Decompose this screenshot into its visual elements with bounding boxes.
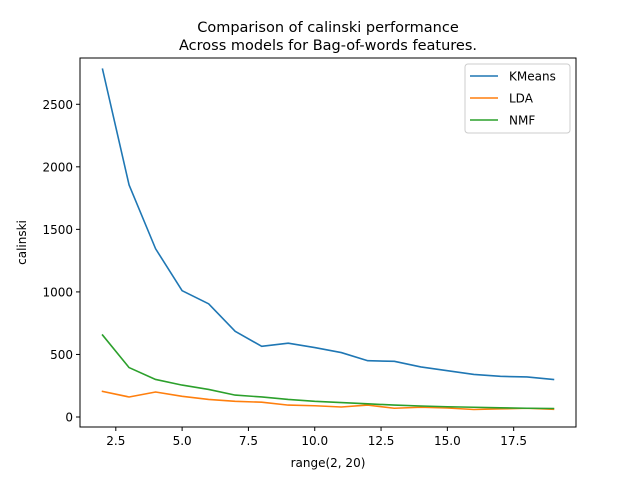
y-tick-label: 2500 [42, 98, 73, 112]
x-tick-label: 17.5 [500, 434, 527, 448]
x-axis-label: range(2, 20) [291, 456, 366, 470]
chart-subtitle: Across models for Bag-of-words features. [179, 38, 477, 54]
y-tick-label: 500 [50, 348, 73, 362]
legend-label-kmeans: KMeans [509, 70, 556, 84]
y-axis-ticks: 0 500 1000 1500 2000 2500 [42, 98, 80, 424]
y-tick-label: 1000 [42, 285, 73, 299]
series-line-lda [101, 390, 555, 411]
series-line-kmeans [101, 68, 555, 381]
x-tick-label: 12.5 [368, 434, 395, 448]
series-line-nmf [101, 333, 555, 410]
x-tick-label: 15.0 [434, 434, 461, 448]
legend-label-lda: LDA [509, 92, 534, 106]
plot-frame [79, 57, 577, 428]
x-tick-label: 5.0 [173, 434, 192, 448]
legend-box [464, 63, 571, 134]
x-axis-ticks: 2.5 5.0 7.5 10.0 12.5 15.0 17.5 [106, 427, 527, 448]
legend-items: KMeans LDA NMF [470, 70, 556, 128]
x-tick-label: 2.5 [106, 434, 125, 448]
x-tick-label: 7.5 [239, 434, 258, 448]
series-layer [101, 68, 555, 411]
y-tick-label: 1500 [42, 223, 73, 237]
legend: KMeans LDA NMF [464, 63, 571, 134]
x-tick-label: 10.0 [301, 434, 328, 448]
y-tick-label: 0 [65, 410, 73, 424]
y-axis-label: calinski [15, 220, 29, 265]
chart-title: Comparison of calinski performance [197, 20, 459, 36]
legend-label-nmf: NMF [509, 114, 535, 128]
y-tick-label: 2000 [42, 160, 73, 174]
